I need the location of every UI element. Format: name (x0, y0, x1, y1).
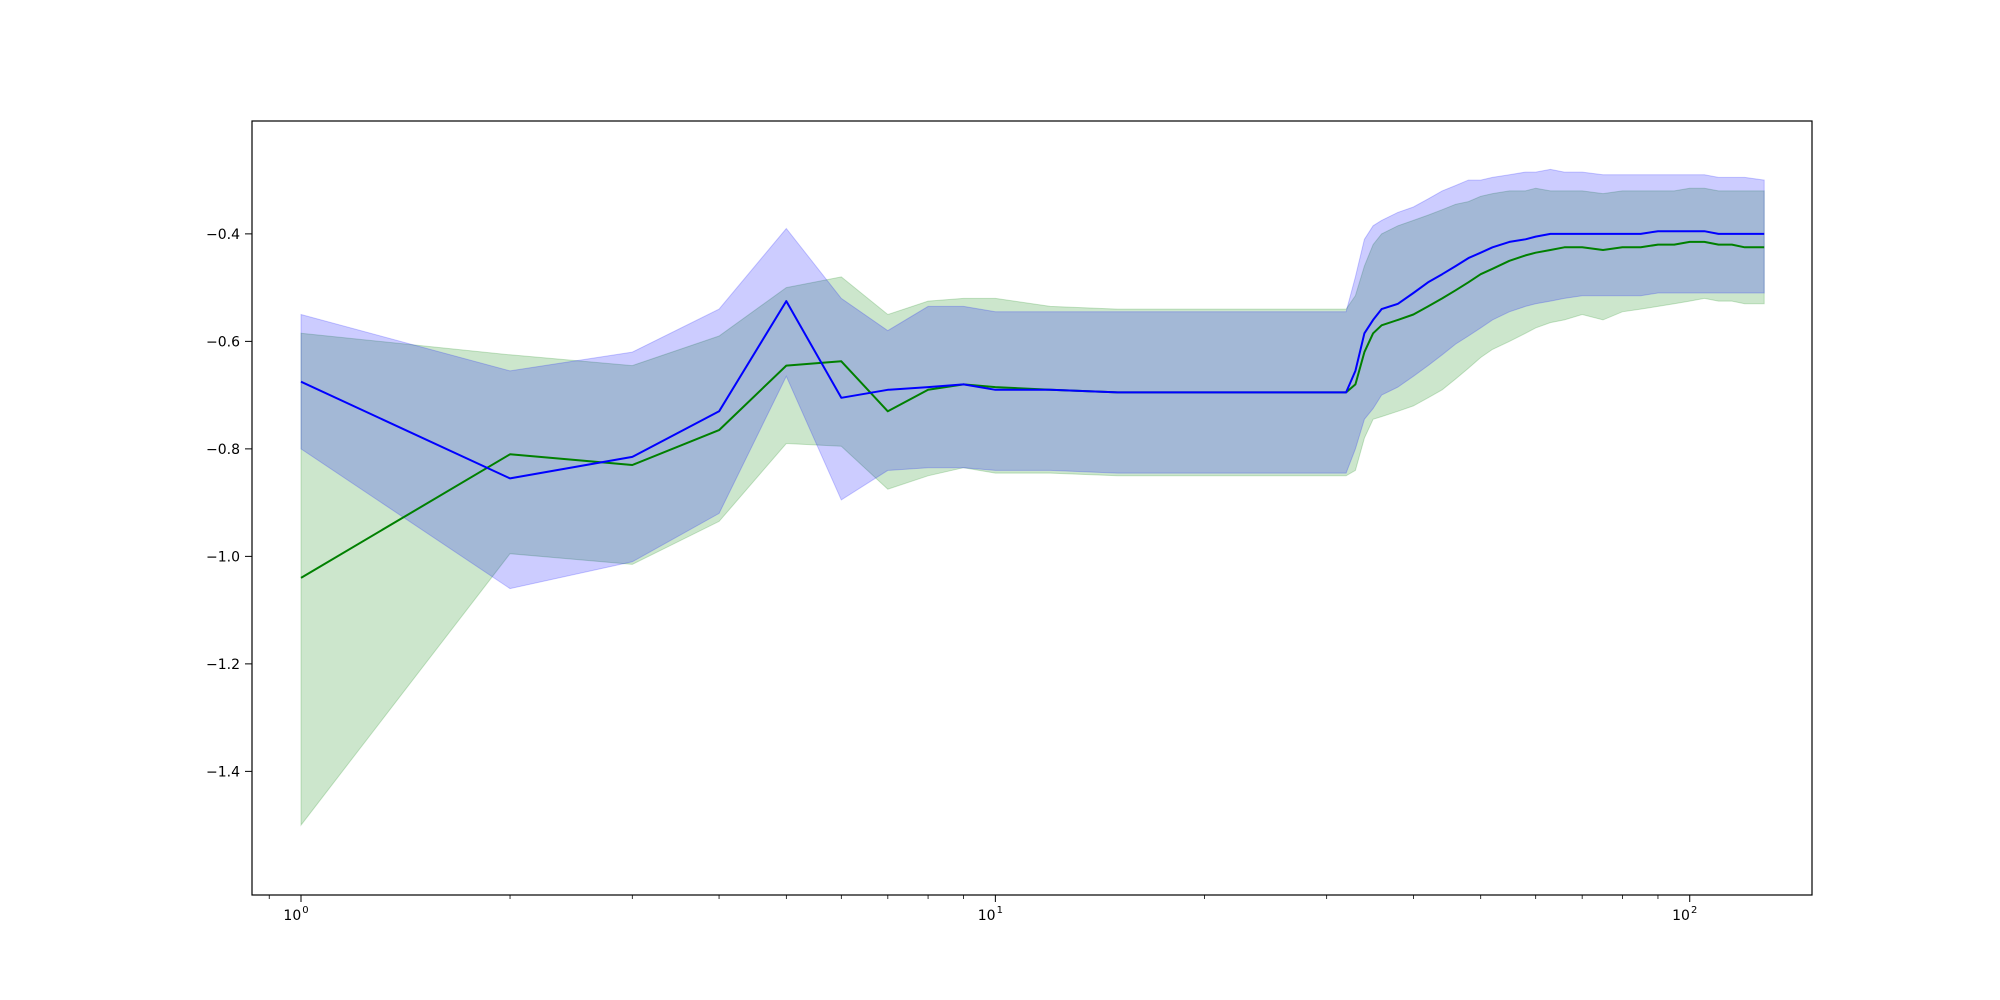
series-0-line (300, 240, 1765, 579)
series-lines (300, 230, 1765, 579)
series-0-band (300, 187, 1765, 827)
y-tick-label: −1.0 (206, 549, 240, 565)
series-1-band (300, 168, 1765, 590)
y-tick-label: −0.4 (206, 227, 240, 243)
y-tick-label: −1.4 (206, 764, 240, 780)
series-1-line (300, 230, 1765, 480)
confidence-bands (300, 168, 1765, 827)
y-tick-label: −1.2 (206, 657, 240, 673)
plot-area-frame (251, 120, 1813, 896)
y-tick-label: −0.8 (206, 442, 240, 458)
y-axis: −0.4 −0.6 −0.8 −1.0 −1.2 −1.4 (206, 227, 252, 780)
y-tick-label: −0.6 (206, 334, 240, 350)
